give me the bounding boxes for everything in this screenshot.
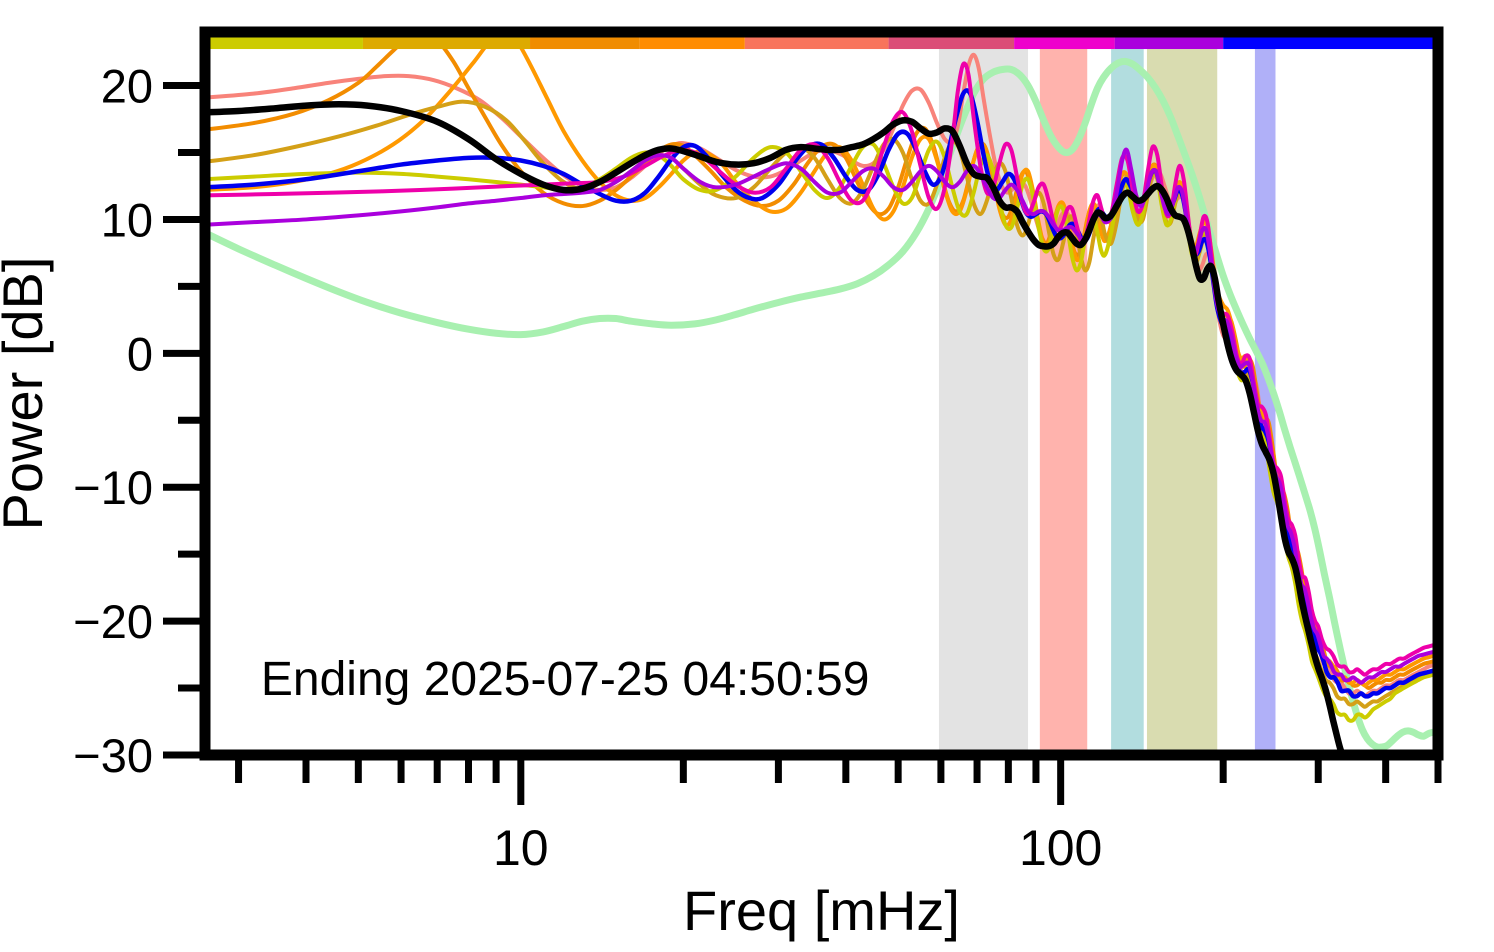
band-periwinkle (1254, 32, 1276, 755)
series-line-magenta (205, 61, 1438, 677)
x-tick-label-1: 100 (1019, 820, 1102, 876)
x-axis-title: Freq [mHz] (683, 879, 960, 942)
axis-ticks-group (163, 82, 1442, 805)
y-tick-label-5: −30 (73, 729, 153, 782)
axis-frame-top (199, 26, 1444, 38)
band-teal (1111, 32, 1144, 755)
axes-frame (199, 26, 1444, 761)
series-curves-group (205, 32, 1438, 755)
axis-frame-bottom (199, 749, 1444, 761)
y-tick-label-2: 0 (127, 327, 153, 380)
y-axis-title: Power [dB] (0, 257, 54, 531)
axis-frame-left (199, 26, 211, 761)
y-tick-label-1: 10 (101, 193, 153, 246)
y-tick-label-0: 20 (101, 60, 153, 113)
y-tick-label-3: −10 (73, 461, 153, 514)
series-line-purple (205, 147, 1438, 685)
plot-annotation: Ending 2025-07-25 04:50:59 (261, 653, 870, 706)
x-tick-label-0: 10 (493, 820, 549, 876)
y-tick-label-4: −20 (73, 595, 153, 648)
series-line-mean (205, 101, 1347, 755)
axis-frame-right (1432, 26, 1444, 761)
